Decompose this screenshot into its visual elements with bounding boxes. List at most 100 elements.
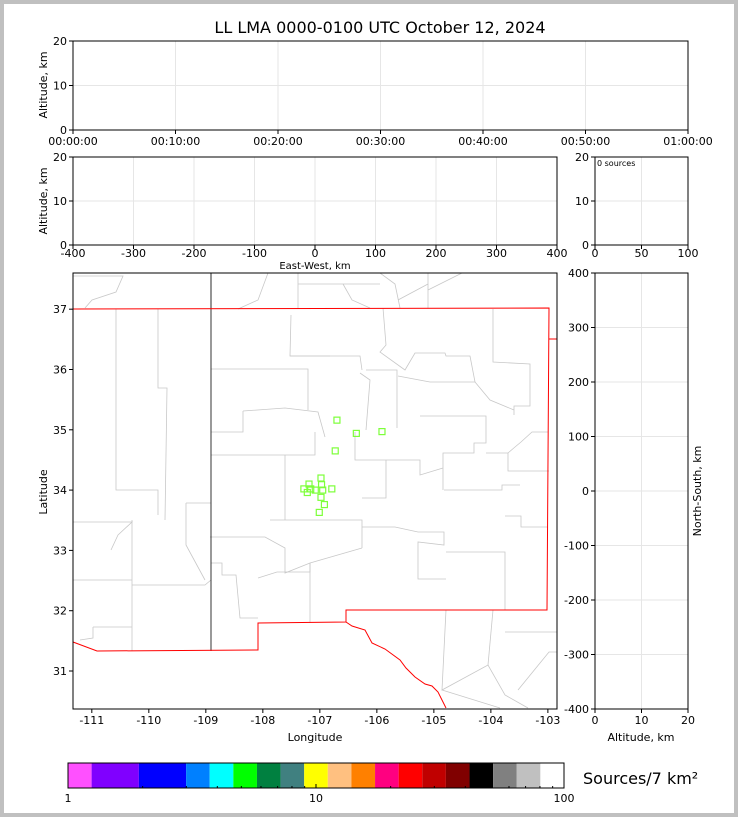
plot-frame bbox=[72, 272, 558, 710]
y-tick-label: 200 bbox=[568, 376, 589, 389]
x-tick-label: 00:10:00 bbox=[151, 135, 200, 148]
x-tick-label: 01:00:00 bbox=[663, 135, 712, 148]
source-marker bbox=[320, 500, 329, 509]
county-boundary bbox=[79, 627, 94, 641]
county-boundary bbox=[157, 309, 168, 521]
lma-plot-svg: LL LMA 0000-0100 UTC October 12, 2024 00… bbox=[37, 18, 713, 805]
county-boundary bbox=[289, 314, 363, 371]
y-tick-label: 33 bbox=[53, 544, 67, 557]
y-tick-label: 10 bbox=[53, 80, 67, 93]
x-tick-label: 50 bbox=[635, 247, 649, 260]
y-tick-label: -200 bbox=[564, 594, 589, 607]
colorbar-segment bbox=[68, 763, 92, 788]
x-tick-label: 10 bbox=[635, 714, 649, 727]
ns-ylabel: North-South, km bbox=[691, 446, 704, 537]
y-tick-label: 20 bbox=[53, 35, 67, 48]
x-tick-label: 300 bbox=[486, 247, 507, 260]
chart-title: LL LMA 0000-0100 UTC October 12, 2024 bbox=[214, 18, 545, 37]
colorbar-segment bbox=[398, 763, 423, 788]
county-boundary bbox=[492, 309, 531, 415]
y-tick-label: 10 bbox=[575, 195, 589, 208]
county-boundary bbox=[427, 272, 463, 291]
x-tick-label: 0 bbox=[592, 247, 599, 260]
source-marker bbox=[352, 429, 360, 438]
x-tick-label: 0 bbox=[592, 714, 599, 727]
county-boundary bbox=[397, 375, 515, 411]
county-boundary bbox=[210, 536, 363, 574]
county-boundary bbox=[211, 368, 309, 410]
x-tick-label: -106 bbox=[364, 714, 389, 727]
x-tick-label: -107 bbox=[307, 714, 332, 727]
ns-xlabel: Altitude, km bbox=[607, 731, 674, 744]
colorbar-label: Sources/7 km² bbox=[583, 769, 698, 788]
county-boundary bbox=[362, 460, 387, 499]
x-tick-label: 20 bbox=[681, 714, 695, 727]
county-boundary bbox=[379, 272, 401, 309]
plot-frame bbox=[72, 156, 558, 246]
map-xlabel: Longitude bbox=[288, 731, 343, 744]
y-tick-label: 0 bbox=[60, 239, 67, 252]
county-boundary bbox=[242, 407, 326, 438]
county-boundary bbox=[132, 579, 212, 586]
y-tick-label: 100 bbox=[568, 431, 589, 444]
colorbar-segment bbox=[233, 763, 257, 788]
y-tick-label: 0 bbox=[582, 239, 589, 252]
x-tick-label: -110 bbox=[136, 714, 161, 727]
county-boundary bbox=[486, 452, 549, 472]
county-boundary bbox=[444, 484, 520, 491]
x-tick-label: -104 bbox=[478, 714, 503, 727]
y-tick-label: 20 bbox=[53, 151, 67, 164]
county-boundary bbox=[73, 521, 134, 551]
county-boundary bbox=[507, 431, 548, 454]
x-tick-label: -100 bbox=[242, 247, 267, 260]
colorbar-segment bbox=[209, 763, 234, 788]
source-marker bbox=[333, 416, 341, 424]
x-tick-label: -200 bbox=[182, 247, 207, 260]
colorbar-segment bbox=[186, 763, 210, 788]
x-tick-label: -103 bbox=[535, 714, 560, 727]
colorbar-tick-label: 10 bbox=[309, 792, 323, 805]
county-boundary bbox=[366, 369, 398, 428]
county-boundary bbox=[362, 526, 446, 580]
x-tick-label: 100 bbox=[678, 247, 699, 260]
county-boundary bbox=[211, 411, 244, 433]
state-boundary-rio-grande bbox=[345, 621, 447, 709]
county-boundary bbox=[211, 562, 258, 619]
county-boundary bbox=[211, 432, 316, 456]
county-boundary bbox=[420, 415, 487, 490]
county-boundary bbox=[257, 563, 311, 579]
county-boundary bbox=[505, 515, 548, 528]
y-tick-label: 10 bbox=[53, 195, 67, 208]
source-marker bbox=[305, 480, 313, 488]
source-marker bbox=[328, 485, 336, 493]
x-tick-label: 100 bbox=[365, 247, 386, 260]
county-boundary bbox=[73, 275, 124, 309]
colorbar-tick-label: 1 bbox=[65, 792, 72, 805]
ew-xlabel: East-West, km bbox=[279, 261, 350, 272]
y-tick-label: 0 bbox=[582, 485, 589, 498]
y-tick-label: 32 bbox=[53, 605, 67, 618]
x-tick-label: 00:30:00 bbox=[356, 135, 405, 148]
county-boundary bbox=[237, 272, 269, 310]
county-boundary bbox=[359, 372, 371, 431]
source-marker bbox=[378, 428, 386, 436]
x-tick-label: -105 bbox=[421, 714, 446, 727]
x-tick-label: 0 bbox=[312, 247, 319, 260]
x-tick-label: 200 bbox=[426, 247, 447, 260]
colorbar-segment bbox=[469, 763, 494, 788]
source-count: 0 sources bbox=[597, 159, 635, 168]
county-boundary bbox=[270, 519, 363, 548]
colorbar-segment bbox=[327, 763, 352, 788]
plot-frame bbox=[72, 40, 689, 131]
source-marker bbox=[317, 474, 325, 482]
time-ylabel: Altitude, km bbox=[37, 51, 50, 118]
lma-figure: LL LMA 0000-0100 UTC October 12, 2024 00… bbox=[4, 4, 734, 813]
county-boundary bbox=[185, 503, 206, 581]
y-tick-label: 0 bbox=[60, 124, 67, 137]
source-marker bbox=[315, 508, 323, 517]
colorbar-segment bbox=[91, 763, 139, 788]
x-tick-label: 00:50:00 bbox=[561, 135, 610, 148]
county-boundary bbox=[446, 551, 506, 610]
y-tick-label: 300 bbox=[568, 322, 589, 335]
colorbar-segment bbox=[351, 763, 376, 788]
